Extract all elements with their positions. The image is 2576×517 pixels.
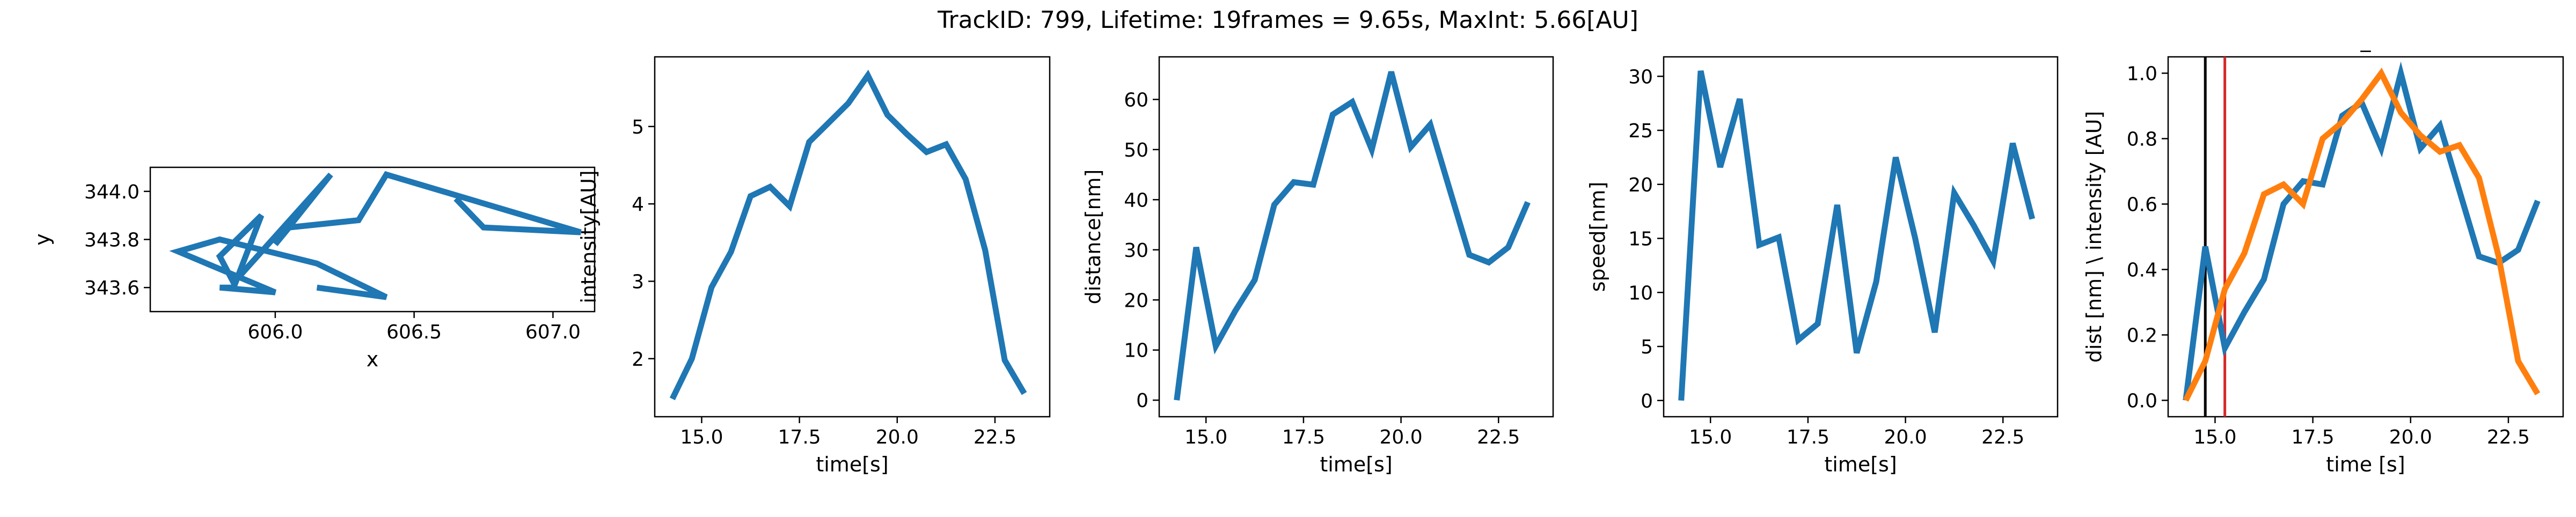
distance-ytick-label: 50 [1124,139,1148,161]
speed-ytick-label: 15 [1628,228,1653,250]
trajectory-series-0-line [178,175,581,298]
distance-xtick-label: 22.5 [1477,426,1520,448]
normalized-ytick-label: 0.2 [2127,325,2157,347]
intensity-xtick-label: 20.0 [876,426,919,448]
normalized-xtick-label: 22.5 [2487,426,2530,448]
normalized-ytick-label: 0.0 [2127,390,2157,412]
chart-intensity: 15.0 17.5 20.0 22.5 2 3 4 5 time[s] intensity[AU] [577,57,1050,476]
normalized-series-1-line [2186,73,2538,401]
speed-ytick-label: 10 [1628,282,1653,304]
distance-ytick-label: 20 [1124,290,1148,312]
intensity-xtick-label: 15.0 [680,426,723,448]
distance-xtick-label: 15.0 [1184,426,1227,448]
chart-distance: 15.0 17.5 20.0 22.5 0 10 20 30 40 50 60 time[s] dist… [1081,57,1553,476]
speed-ytick-label: 20 [1628,174,1653,196]
speed-ytick-label: 25 [1628,120,1653,142]
distance-ytick-label: 30 [1124,240,1148,262]
speed-xtick-label: 15.0 [1689,426,1732,448]
speed-ytick-label: 0 [1641,390,1653,412]
intensity-xtick-label: 22.5 [974,426,1016,448]
normalized-xtick-label: 20.0 [2389,426,2432,448]
distance-ytick-label: 0 [1136,390,1148,412]
intensity-axes-frame [655,57,1050,417]
chart-trajectory: 606.0 606.5 607.0 343.6 343.8 344.0 x y [31,167,595,371]
trajectory-xlabel: x [367,348,379,371]
speed-ylabel: speed[nm] [1586,182,1609,292]
trajectory-xtick-label: 606.5 [386,321,442,343]
speed-xtick-label: 20.0 [1884,426,1927,448]
distance-ytick-label: 40 [1124,189,1148,211]
trajectory-ytick-label: 343.8 [84,230,140,252]
normalized-ytick-label: 1.0 [2127,63,2157,85]
normalized-xtick-label: 17.5 [2292,426,2334,448]
intensity-xtick-label: 17.5 [778,426,821,448]
normalized-ylabel: dist [nm] \ intensity [AU] [2082,111,2106,363]
trajectory-ytick-label: 344.0 [84,181,140,203]
distance-xlabel: time[s] [1320,453,1392,476]
intensity-ytick-label: 4 [632,194,644,216]
normalized-ytick-label: 0.4 [2127,260,2157,282]
distance-ytick-label: 10 [1124,340,1148,362]
distance-xtick-label: 20.0 [1379,426,1422,448]
intensity-series-0-line [672,76,1024,399]
speed-ytick-label: 30 [1628,66,1653,88]
speed-xtick-label: 17.5 [1787,426,1829,448]
speed-xlabel: time[s] [1824,453,1897,476]
speed-ytick-label: 5 [1641,336,1653,358]
speed-series-0-line [1681,71,2032,401]
normalized-ytick-label: 0.8 [2127,129,2157,151]
distance-ytick-label: 60 [1124,89,1148,111]
normalized-xtick-label: 15.0 [2193,426,2236,448]
distance-ylabel: distance[nm] [1081,169,1105,305]
figure-suptitle: TrackID: 799, Lifetime: 19frames = 9.65s… [937,6,1638,34]
normalized-title: _ [2360,28,2372,52]
normalized-series-0-line [2186,73,2538,401]
normalized-ytick-label: 0.6 [2127,194,2157,216]
speed-xtick-label: 22.5 [1981,426,2024,448]
trajectory-xtick-label: 607.0 [525,321,581,343]
intensity-ytick-label: 5 [632,116,644,138]
distance-series-0-line [1177,72,1528,400]
intensity-ylabel: intensity[AU] [577,170,601,303]
trajectory-ytick-label: 343.6 [84,277,140,299]
intensity-xlabel: time[s] [816,453,888,476]
trajectory-ylabel: y [31,233,54,246]
normalized-xlabel: time [s] [2326,453,2405,476]
chart-normalized: 15.0 17.5 20.0 22.5 0.0 0.2 0.4 0.6 0.8 1.0 time [… [2082,28,2563,476]
distance-xtick-label: 17.5 [1282,426,1325,448]
intensity-ytick-label: 2 [632,349,644,371]
intensity-ytick-label: 3 [632,271,644,293]
chart-speed: 15.0 17.5 20.0 22.5 0 5 10 15 20 25 30 time[s] speed… [1586,57,2058,476]
trajectory-xtick-label: 606.0 [247,321,303,343]
